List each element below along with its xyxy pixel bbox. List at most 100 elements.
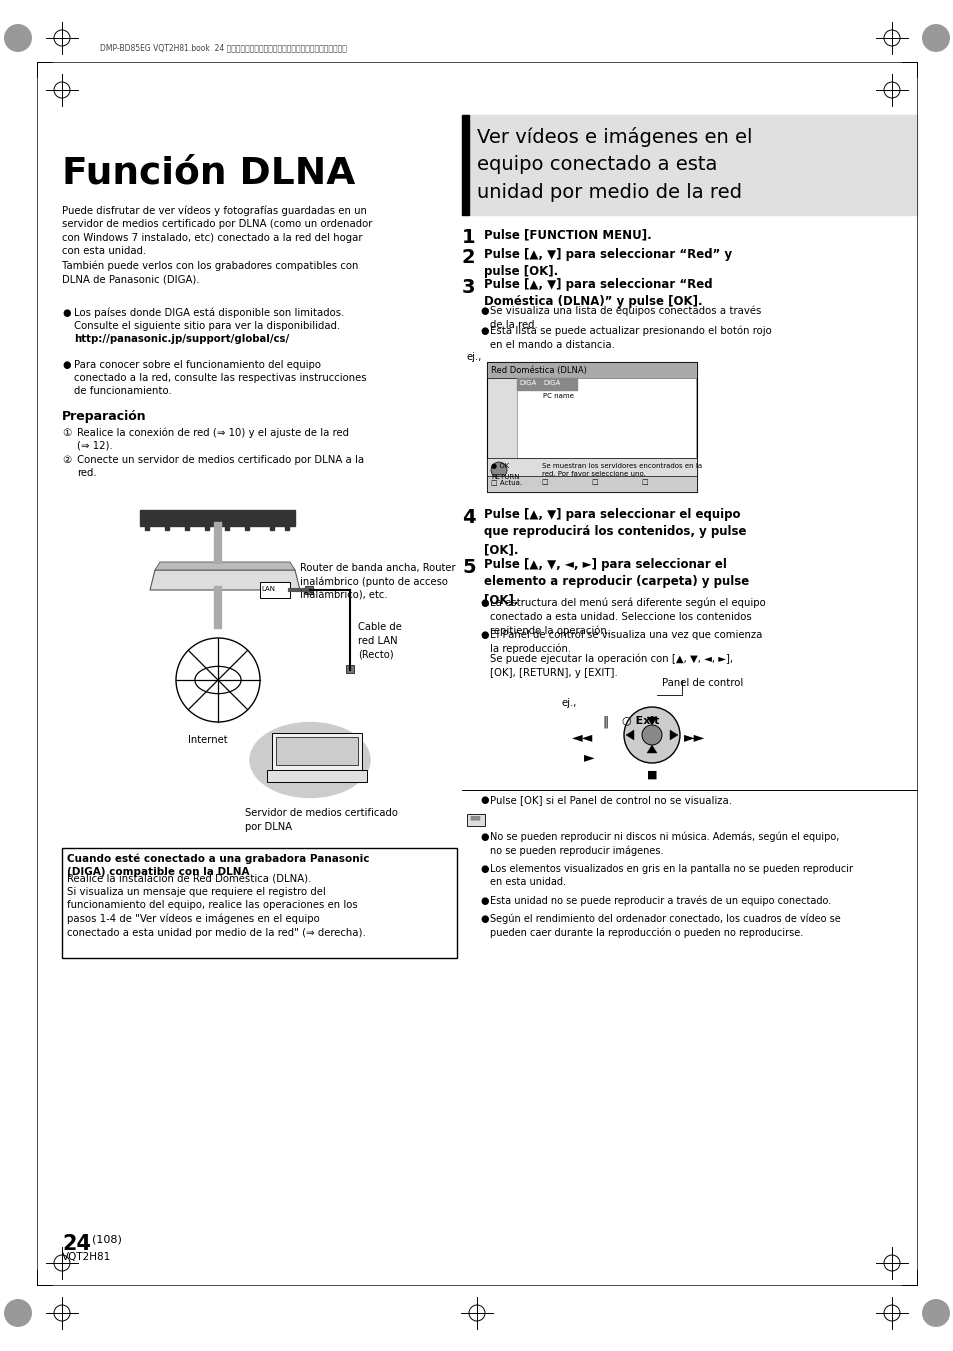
Text: ● OK: ● OK — [491, 463, 509, 469]
Text: Preparación: Preparación — [62, 409, 147, 423]
Circle shape — [623, 707, 679, 763]
Polygon shape — [150, 570, 299, 590]
Bar — [517, 378, 696, 458]
Text: ►: ► — [583, 750, 594, 765]
Text: ●: ● — [479, 865, 488, 874]
Bar — [245, 526, 249, 530]
Text: ●: ● — [479, 326, 488, 336]
Text: □: □ — [540, 480, 547, 485]
Text: Router de banda ancha, Router
inalámbrico (punto de acceso
inalámbrico), etc.: Router de banda ancha, Router inalámbric… — [299, 563, 456, 601]
Circle shape — [921, 24, 949, 51]
Text: (⇒ 12).: (⇒ 12). — [77, 440, 112, 451]
Bar — [270, 526, 274, 530]
Text: 5: 5 — [461, 558, 476, 577]
Text: ○ Exit: ○ Exit — [621, 715, 659, 725]
Text: RETURN: RETURN — [491, 474, 519, 480]
Text: Se visualiza una lista de equipos conectados a través
de la red.: Se visualiza una lista de equipos conect… — [490, 305, 760, 330]
Bar — [486, 362, 697, 492]
Bar — [486, 476, 697, 492]
Text: Pulse [▲, ▼] para seleccionar el equipo
que reproducirá los contenidos, y pulse
: Pulse [▲, ▼] para seleccionar el equipo … — [483, 508, 745, 557]
Text: DIGA: DIGA — [518, 380, 536, 386]
Text: Cuando esté conectado a una grabadora Panasonic
(DIGA) compatible con la DLNA: Cuando esté conectado a una grabadora Pa… — [67, 852, 369, 877]
Text: Consulte el siguiente sitio para ver la disponibilidad.: Consulte el siguiente sitio para ver la … — [74, 322, 340, 331]
Text: ●: ● — [62, 308, 71, 317]
Text: Panel de control: Panel de control — [661, 678, 742, 688]
Polygon shape — [669, 730, 678, 740]
Bar — [225, 526, 229, 530]
Circle shape — [921, 1300, 949, 1327]
FancyBboxPatch shape — [260, 582, 290, 598]
Text: La estructura del menú será diferente según el equipo
conectado a esta unidad. S: La estructura del menú será diferente se… — [490, 598, 765, 635]
Text: 1: 1 — [461, 228, 476, 247]
Bar — [275, 738, 357, 765]
Circle shape — [491, 462, 506, 478]
Bar — [305, 586, 313, 594]
Bar — [62, 848, 456, 958]
Text: ●: ● — [479, 630, 488, 640]
Ellipse shape — [250, 723, 370, 797]
Text: ◄◄: ◄◄ — [572, 730, 593, 744]
Text: ej.,: ej., — [561, 698, 577, 708]
Text: ■■: ■■ — [469, 815, 480, 820]
Text: Red Doméstica (DLNA): Red Doméstica (DLNA) — [491, 366, 586, 376]
Text: Se puede ejecutar la operación con [▲, ▼, ◄, ►],
[OK], [RETURN], y [EXIT].: Se puede ejecutar la operación con [▲, ▼… — [490, 654, 732, 678]
Text: http://panasonic.jp/support/global/cs/: http://panasonic.jp/support/global/cs/ — [74, 334, 289, 345]
Text: ②: ② — [62, 455, 71, 465]
Circle shape — [641, 725, 661, 744]
Circle shape — [4, 24, 32, 51]
Text: ●: ● — [62, 359, 71, 370]
Text: ①: ① — [62, 428, 71, 438]
Text: Esta lista se puede actualizar presionando el botón rojo
en el mando a distancia: Esta lista se puede actualizar presionan… — [490, 326, 771, 350]
Text: LAN: LAN — [261, 586, 274, 592]
Bar — [140, 509, 294, 526]
Polygon shape — [625, 730, 634, 740]
Bar — [517, 378, 577, 390]
Text: Cable de
red LAN
(Recto): Cable de red LAN (Recto) — [357, 621, 401, 659]
Bar — [467, 815, 484, 825]
Bar — [486, 458, 697, 492]
Polygon shape — [646, 717, 657, 725]
Text: Se muestran los servidores encontrados en la
red. Por favor seleccione uno.: Se muestran los servidores encontrados e… — [541, 463, 701, 477]
Bar — [285, 526, 289, 530]
Text: unidad por medio de la red: unidad por medio de la red — [476, 182, 741, 203]
Text: 24: 24 — [62, 1233, 91, 1254]
Text: ‖: ‖ — [601, 715, 608, 728]
Text: Los países donde DIGA está disponible son limitados.: Los países donde DIGA está disponible so… — [74, 308, 344, 319]
Text: □ Actua.: □ Actua. — [491, 480, 521, 485]
Bar — [346, 665, 354, 673]
Text: El Panel de control se visualiza una vez que comienza
la reproducción.: El Panel de control se visualiza una vez… — [490, 630, 761, 654]
Polygon shape — [646, 744, 657, 753]
Text: Para conocer sobre el funcionamiento del equipo: Para conocer sobre el funcionamiento del… — [74, 359, 320, 370]
Text: DIGA: DIGA — [542, 380, 559, 386]
Text: Servidor de medios certificado
por DLNA: Servidor de medios certificado por DLNA — [245, 808, 397, 832]
Text: ●: ● — [479, 598, 488, 608]
Text: Realice la instalación de Red Doméstica (DLNA).
Si visualiza un mensaje que requ: Realice la instalación de Red Doméstica … — [67, 874, 365, 938]
Text: conectado a la red, consulte las respectivas instrucciones: conectado a la red, consulte las respect… — [74, 373, 366, 382]
Text: Conecte un servidor de medios certificado por DLNA a la: Conecte un servidor de medios certificad… — [77, 455, 364, 465]
Text: VQT2H81: VQT2H81 — [62, 1252, 112, 1262]
Polygon shape — [154, 562, 294, 570]
Text: Función DLNA: Función DLNA — [62, 155, 355, 190]
Text: 4: 4 — [461, 508, 476, 527]
Text: equipo conectado a esta: equipo conectado a esta — [476, 155, 717, 174]
Text: Esta unidad no se puede reproducir a través de un equipo conectado.: Esta unidad no se puede reproducir a tra… — [490, 896, 830, 907]
Bar — [461, 115, 916, 215]
Text: Pulse [▲, ▼] para seleccionar “Red” y
pulse [OK].: Pulse [▲, ▼] para seleccionar “Red” y pu… — [483, 249, 731, 278]
Bar — [165, 526, 169, 530]
Text: ●: ● — [479, 832, 488, 842]
Text: Pulse [▲, ▼, ◄, ►] para seleccionar el
elemento a reproducir (carpeta) y pulse
[: Pulse [▲, ▼, ◄, ►] para seleccionar el e… — [483, 558, 748, 607]
Text: PC name: PC name — [542, 393, 574, 399]
Text: Ver vídeos e imágenes en el: Ver vídeos e imágenes en el — [476, 127, 752, 147]
Text: ■: ■ — [646, 770, 657, 780]
Circle shape — [4, 1300, 32, 1327]
Text: Puede disfrutar de ver vídeos y fotografías guardadas en un
servidor de medios c: Puede disfrutar de ver vídeos y fotograf… — [62, 205, 372, 284]
Text: Realice la conexión de red (⇒ 10) y el ajuste de la red: Realice la conexión de red (⇒ 10) y el a… — [77, 428, 349, 439]
Text: DMP-BD85EG VQT2H81.book  24 ページ　２０１０年１月２０日　水曜日　午後８時５５分: DMP-BD85EG VQT2H81.book 24 ページ ２０１０年１月２０… — [100, 43, 347, 53]
Text: No se pueden reproducir ni discos ni música. Además, según el equipo,
no se pued: No se pueden reproducir ni discos ni mús… — [490, 832, 839, 857]
Text: (108): (108) — [91, 1233, 122, 1244]
Text: Pulse [FUNCTION MENU].: Pulse [FUNCTION MENU]. — [483, 228, 651, 240]
Text: 3: 3 — [461, 278, 475, 297]
Text: ●: ● — [479, 794, 488, 805]
Bar — [272, 734, 361, 770]
Text: Pulse [▲, ▼] para seleccionar “Red
Doméstica (DLNA)” y pulse [OK].: Pulse [▲, ▼] para seleccionar “Red Domés… — [483, 278, 712, 308]
